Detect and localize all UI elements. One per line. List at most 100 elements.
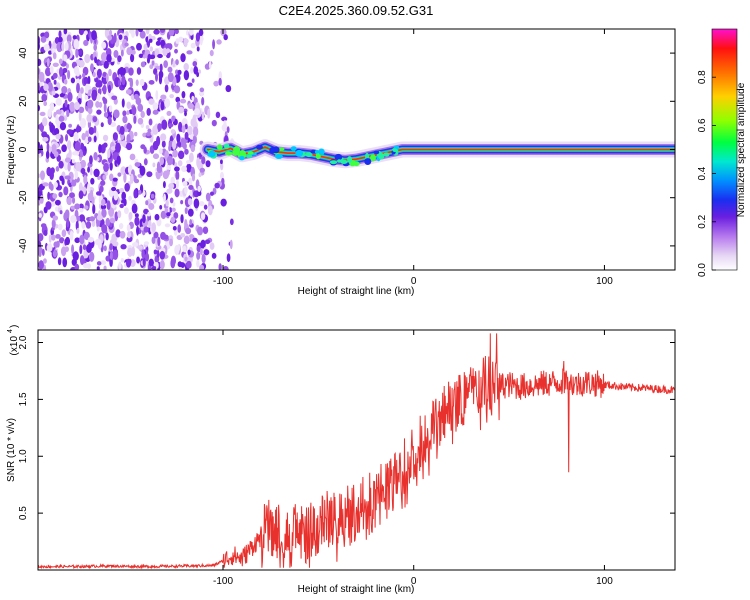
ridge-blob [290, 146, 297, 151]
noise-speckle [149, 46, 154, 52]
noise-speckle [40, 223, 47, 229]
noise-speckle [90, 189, 94, 199]
noise-speckle [209, 242, 215, 250]
noise-speckle [147, 220, 152, 228]
ridge-blob [239, 150, 246, 156]
noise-speckle [102, 84, 107, 95]
noise-speckle [207, 108, 211, 119]
noise-speckle [171, 207, 176, 212]
noise-speckle [41, 248, 45, 256]
noise-speckle [221, 116, 228, 122]
noise-speckle [168, 144, 172, 152]
noise-speckle [107, 148, 111, 159]
noise-speckle [100, 204, 107, 210]
noise-speckle [212, 39, 216, 50]
noise-speckle [153, 29, 160, 35]
noise-speckle [198, 172, 202, 178]
noise-speckle [184, 111, 187, 117]
noise-speckle [142, 214, 146, 224]
noise-speckle [71, 196, 76, 204]
noise-speckle [119, 125, 125, 135]
noise-speckle [107, 84, 112, 94]
noise-speckle [63, 79, 68, 85]
noise-speckle [126, 101, 132, 109]
noise-speckle [113, 32, 117, 43]
noise-speckle [185, 227, 192, 235]
snr-y-axis: 0.5 1.0 1.5 2.0 [18, 335, 675, 520]
noise-speckle [74, 170, 79, 180]
noise-speckle [184, 219, 188, 229]
noise-speckle [131, 203, 138, 214]
noise-speckle [165, 48, 171, 54]
noise-speckle [139, 165, 146, 176]
noise-speckle [136, 42, 142, 51]
noise-speckle [145, 131, 151, 137]
spectrogram-x-axis: -100 0 100 [213, 29, 613, 287]
noise-speckle [138, 189, 142, 195]
noise-speckle [83, 39, 89, 47]
noise-speckle [160, 101, 165, 111]
noise-speckle [221, 177, 225, 186]
noise-speckle [42, 117, 48, 127]
noise-speckle [109, 257, 113, 268]
noise-speckle [174, 188, 180, 198]
noise-speckle [170, 216, 176, 224]
ridge-blob [207, 152, 214, 157]
noise-speckle [59, 175, 64, 182]
noise-speckle [70, 216, 75, 223]
noise-speckle [164, 98, 171, 108]
noise-speckle [186, 125, 193, 136]
spectral-ridge [199, 139, 675, 169]
noise-speckle [173, 212, 179, 219]
ridge-blob [329, 160, 338, 165]
noise-speckle [100, 52, 108, 62]
noise-speckle [93, 168, 100, 178]
noise-speckle [139, 78, 145, 87]
noise-speckle [156, 220, 162, 227]
noise-speckle [169, 93, 174, 99]
ridge-blob [335, 155, 340, 159]
noise-speckle [153, 231, 159, 239]
noise-speckle [192, 60, 198, 67]
noise-speckle [148, 202, 155, 210]
noise-speckle [82, 262, 89, 269]
noise-speckle [192, 134, 197, 145]
noise-speckle [111, 95, 118, 101]
noise-speckle [120, 49, 124, 57]
noise-speckle [101, 208, 107, 218]
noise-speckle [174, 29, 179, 35]
noise-speckle [201, 156, 206, 165]
noise-speckle [78, 106, 85, 114]
noise-speckle [58, 160, 64, 169]
noise-speckle [160, 39, 166, 47]
noise-speckle [187, 208, 194, 217]
colorbar-ticks: 0.0 0.2 0.4 0.6 0.8 [697, 70, 716, 277]
noise-speckle [53, 79, 57, 85]
noise-speckle [203, 249, 210, 256]
noise-speckle [209, 191, 215, 196]
noise-speckle [196, 226, 204, 236]
snr-series-line [38, 333, 675, 570]
snr-plot-area [38, 330, 675, 570]
noise-speckle [91, 220, 96, 227]
noise-speckle [175, 59, 179, 66]
noise-speckle [53, 151, 59, 158]
noise-speckle [96, 266, 100, 270]
noise-speckle [125, 89, 132, 95]
noise-speckle [102, 71, 107, 77]
noise-speckle [151, 236, 156, 245]
noise-speckle [102, 96, 106, 102]
noise-speckle [146, 171, 153, 178]
noise-speckle [70, 77, 76, 84]
noise-speckle [141, 249, 145, 259]
noise-speckle [178, 106, 184, 114]
noise-speckle [157, 123, 162, 131]
noise-speckle [219, 171, 225, 180]
noise-speckle [65, 236, 71, 246]
noise-speckle [108, 207, 115, 217]
noise-speckle [175, 170, 180, 181]
noise-speckle [84, 94, 89, 101]
noise-speckle [126, 133, 131, 144]
noise-speckle [156, 165, 163, 173]
